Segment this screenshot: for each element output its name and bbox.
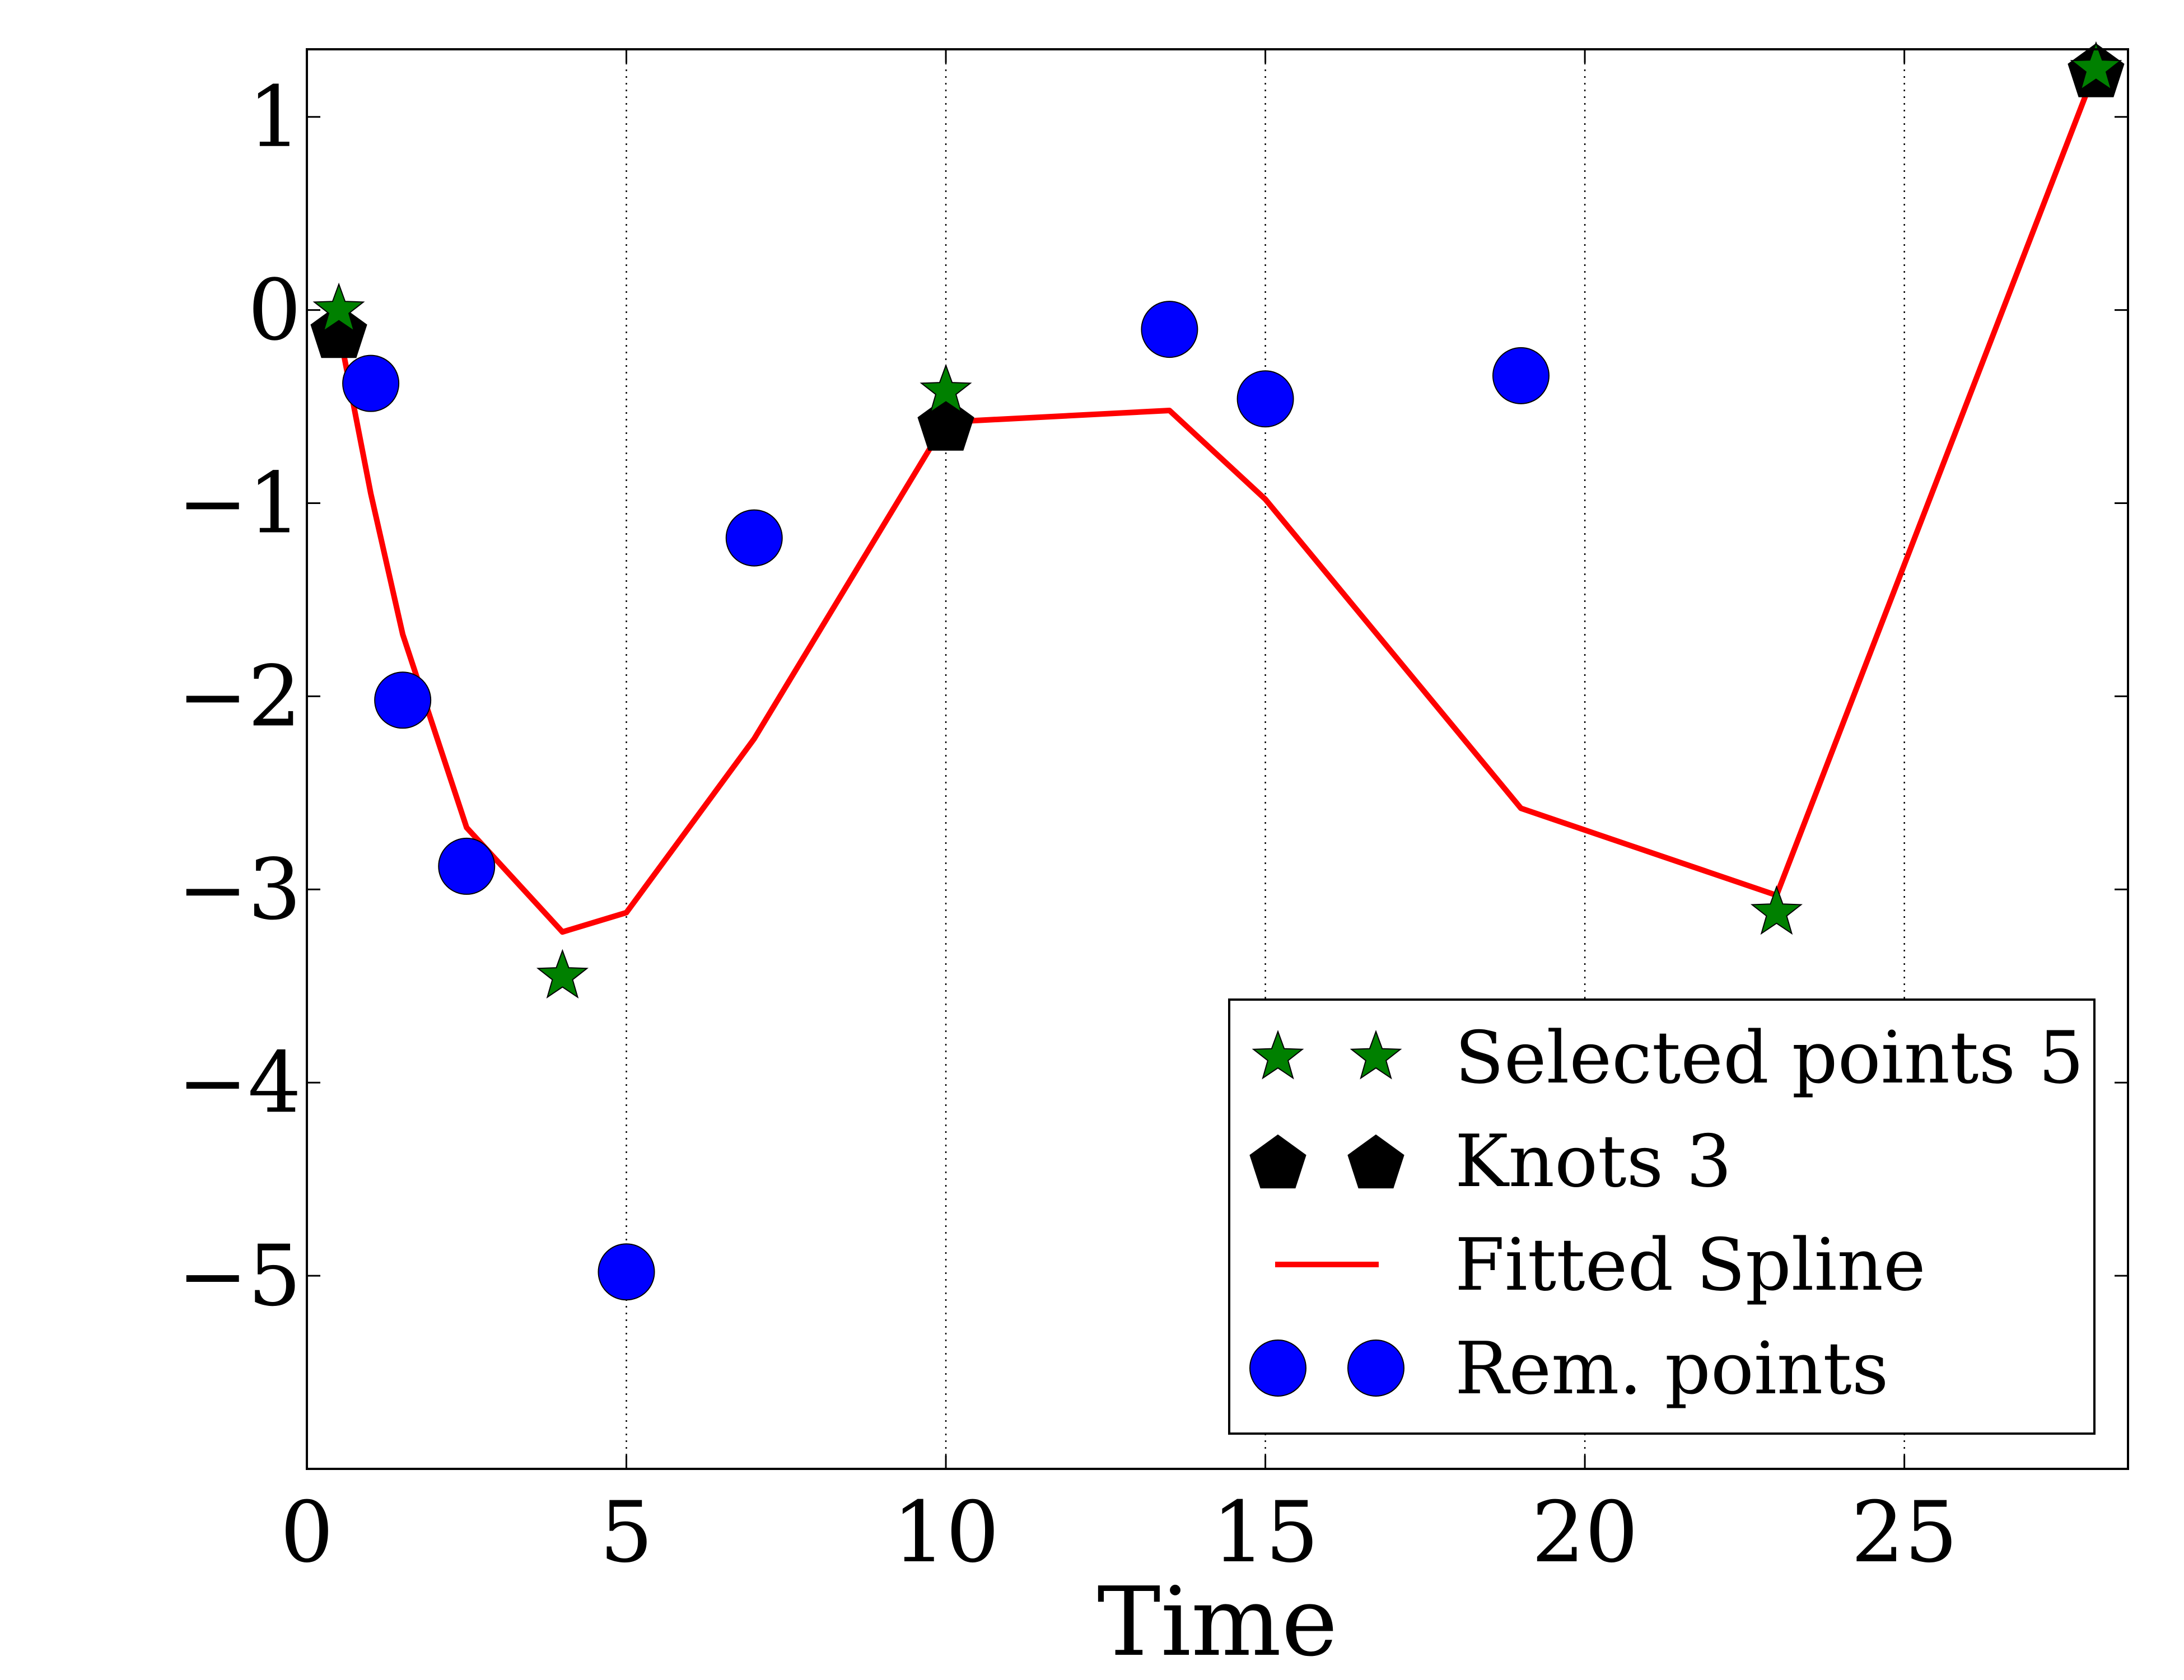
legend-pentagon-marker — [1249, 1134, 1306, 1189]
x-axis-label: Time — [1097, 1567, 1338, 1678]
y-tick-label: 0 — [248, 262, 301, 360]
selected-point — [2070, 41, 2122, 91]
y-tick-label: −5 — [178, 1228, 301, 1325]
legend-circle-marker — [1249, 1340, 1306, 1397]
remaining-point — [1141, 301, 1198, 358]
plot-frame — [306, 48, 2129, 1470]
legend-circle-marker — [1347, 1340, 1404, 1397]
ticks — [306, 49, 2128, 1469]
y-tick-label: −2 — [178, 648, 301, 745]
x-tick-label: 25 — [1851, 1484, 1958, 1581]
legend-pentagon-marker — [1347, 1134, 1404, 1189]
x-tick-label: 20 — [1532, 1484, 1639, 1581]
remaining-point — [374, 671, 432, 729]
remaining-point — [598, 1243, 655, 1301]
remaining-point — [1236, 370, 1294, 428]
x-tick-label: 10 — [893, 1484, 1000, 1581]
remaining-point — [342, 354, 400, 412]
remaining-point — [725, 509, 783, 567]
remaining-point — [438, 837, 496, 895]
selected-point — [312, 282, 365, 333]
legend-star-marker — [1252, 1030, 1304, 1080]
y-tick-label: −1 — [178, 455, 301, 553]
fitted-spline-line — [336, 67, 2099, 935]
selected-point — [536, 949, 589, 999]
selected-point — [920, 363, 972, 414]
x-tick-label: 0 — [280, 1484, 333, 1581]
legend-star-marker — [1350, 1030, 1402, 1080]
knot-point — [310, 304, 367, 358]
x-tick-label: 15 — [1212, 1484, 1319, 1581]
legend: Selected points 5 Knots 3 Fitted Spline Rem… — [1228, 998, 2096, 1435]
y-tick-label: −3 — [178, 841, 301, 939]
y-tick-label: −4 — [178, 1034, 301, 1132]
x-tick-label: 5 — [600, 1484, 653, 1581]
legend-label: Knots 3 — [1455, 1120, 1732, 1203]
selected-point — [1750, 885, 1803, 935]
remaining-point — [1492, 347, 1550, 404]
legend-label: Rem. points — [1455, 1327, 1888, 1411]
y-tick-label: 1 — [248, 69, 301, 166]
series-layer — [310, 41, 2125, 1301]
legend-label: Fitted Spline — [1455, 1224, 1926, 1307]
legend-label: Selected points 5 — [1455, 1016, 2084, 1100]
